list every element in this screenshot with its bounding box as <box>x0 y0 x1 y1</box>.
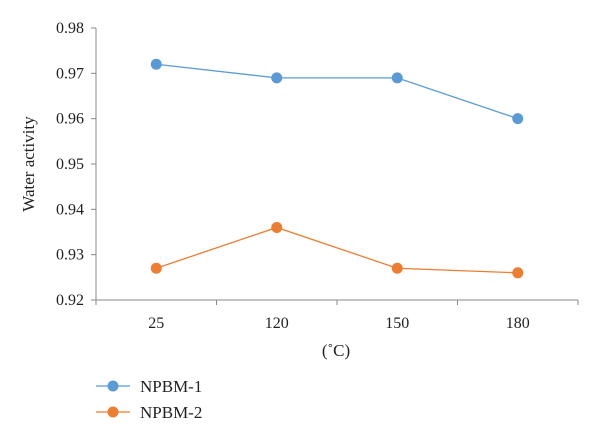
series-line-1 <box>156 63 518 120</box>
series-layer <box>150 58 524 279</box>
data-point-series-2 <box>391 262 403 274</box>
y-tick-label: 0.95 <box>56 156 84 173</box>
x-ticks: 25 120 150 180 <box>95 300 579 332</box>
y-ticks: 0.98 0.97 0.96 0.95 0.94 0.93 0.92 <box>56 20 96 309</box>
y-tick-label: 0.93 <box>56 247 84 264</box>
x-tick-label: 180 <box>506 315 530 332</box>
data-point-series-1 <box>512 113 524 125</box>
x-axis-label: (˚C) <box>322 341 350 360</box>
x-tick-label: 150 <box>385 315 409 332</box>
data-point-series-1 <box>150 58 162 70</box>
legend-label-2: NPBM-2 <box>140 403 202 422</box>
legend: NPBM-1 NPBM-2 <box>96 377 202 422</box>
legend-label-1: NPBM-1 <box>140 377 202 396</box>
series-line-2 <box>156 226 518 274</box>
x-tick-label: 25 <box>148 315 164 332</box>
y-axis-label: Water activity <box>19 116 38 212</box>
data-point-series-1 <box>391 72 403 84</box>
data-point-series-2 <box>150 262 162 274</box>
axes <box>95 28 578 301</box>
y-tick-label: 0.97 <box>56 65 84 82</box>
y-tick-label: 0.96 <box>56 111 84 128</box>
x-tick-label: 120 <box>265 315 289 332</box>
data-point-series-1 <box>271 72 283 84</box>
y-tick-label: 0.92 <box>56 292 84 309</box>
data-point-series-2 <box>271 221 283 233</box>
y-tick-label: 0.94 <box>56 201 84 218</box>
data-point-series-2 <box>512 267 524 279</box>
y-tick-label: 0.98 <box>56 20 84 37</box>
legend-marker-1 <box>107 380 119 392</box>
legend-marker-2 <box>107 406 119 418</box>
